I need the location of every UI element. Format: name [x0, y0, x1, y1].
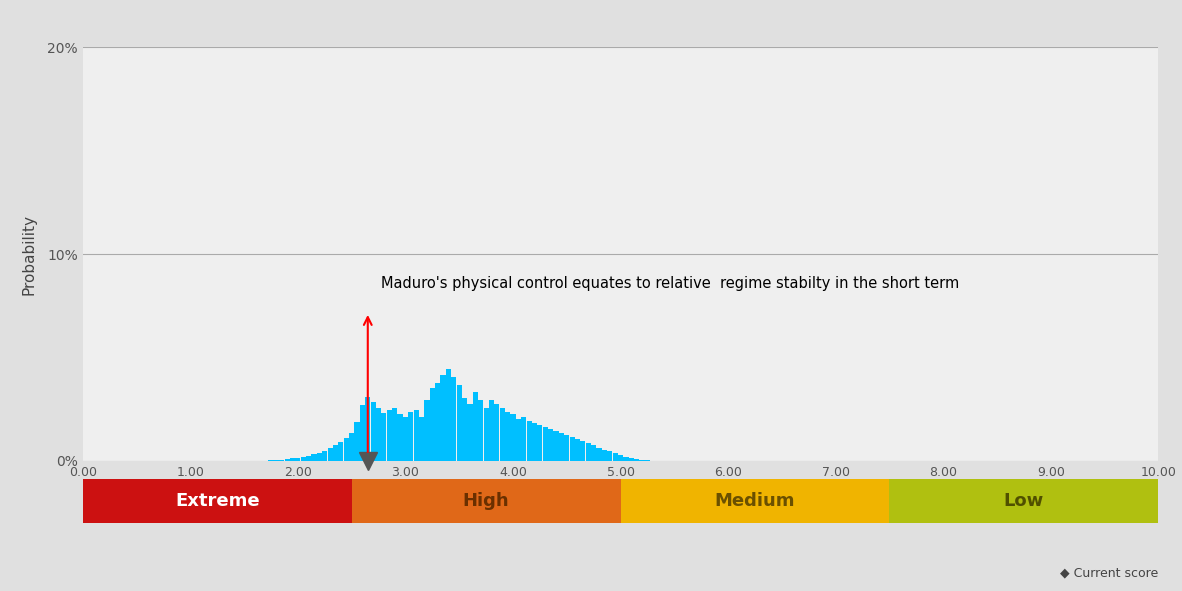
- Bar: [441, 375, 446, 461]
- Bar: [268, 460, 273, 461]
- Bar: [623, 457, 629, 461]
- Bar: [467, 404, 473, 461]
- Bar: [574, 439, 580, 461]
- Bar: [483, 408, 488, 461]
- Bar: [279, 460, 285, 461]
- Bar: [430, 388, 435, 461]
- Bar: [462, 398, 467, 461]
- Bar: [608, 452, 612, 461]
- Bar: [355, 422, 359, 461]
- X-axis label: Projected index score: Projected index score: [538, 490, 703, 505]
- Bar: [639, 460, 644, 461]
- Bar: [591, 446, 596, 461]
- Bar: [511, 414, 515, 461]
- Bar: [446, 369, 452, 461]
- Text: Medium: Medium: [715, 492, 795, 510]
- Bar: [418, 417, 424, 461]
- Text: High: High: [463, 492, 509, 510]
- Bar: [456, 385, 462, 461]
- Text: Low: Low: [1004, 492, 1044, 510]
- Bar: [403, 417, 408, 461]
- Bar: [452, 377, 456, 461]
- Text: Extreme: Extreme: [175, 492, 260, 510]
- Bar: [515, 418, 521, 461]
- Bar: [311, 454, 317, 461]
- Bar: [327, 448, 332, 461]
- Bar: [538, 425, 543, 461]
- Bar: [479, 400, 483, 461]
- Y-axis label: Probability: Probability: [21, 213, 35, 295]
- Bar: [553, 431, 559, 461]
- Bar: [333, 446, 338, 461]
- Bar: [397, 414, 403, 461]
- Bar: [338, 442, 344, 461]
- Bar: [344, 439, 349, 461]
- Bar: [505, 413, 511, 461]
- Bar: [371, 402, 376, 461]
- Bar: [435, 384, 440, 461]
- Bar: [526, 421, 532, 461]
- Bar: [317, 453, 322, 461]
- Bar: [489, 400, 494, 461]
- Bar: [532, 423, 537, 461]
- Bar: [629, 458, 634, 461]
- Bar: [306, 456, 311, 461]
- Bar: [300, 457, 306, 461]
- Bar: [543, 427, 547, 461]
- Bar: [349, 433, 355, 461]
- Bar: [414, 410, 418, 461]
- Bar: [392, 408, 397, 461]
- Bar: [618, 455, 623, 461]
- Bar: [570, 437, 574, 461]
- Bar: [323, 450, 327, 461]
- Bar: [580, 441, 585, 461]
- Bar: [634, 459, 639, 461]
- Bar: [376, 408, 381, 461]
- Text: ◆ Current score: ◆ Current score: [1060, 566, 1158, 579]
- Bar: [285, 459, 290, 461]
- Bar: [645, 460, 650, 461]
- Bar: [548, 429, 553, 461]
- Bar: [612, 453, 618, 461]
- Bar: [597, 447, 602, 461]
- Bar: [290, 459, 296, 461]
- Bar: [500, 408, 505, 461]
- Bar: [564, 435, 570, 461]
- Bar: [602, 450, 608, 461]
- Bar: [408, 413, 414, 461]
- Bar: [586, 443, 591, 461]
- Bar: [365, 397, 370, 461]
- Bar: [296, 458, 300, 461]
- Bar: [494, 404, 500, 461]
- Bar: [559, 433, 564, 461]
- Bar: [387, 410, 392, 461]
- Bar: [359, 405, 365, 461]
- Text: Maduro's physical control equates to relative  regime stabilty in the short term: Maduro's physical control equates to rel…: [381, 277, 959, 291]
- Bar: [424, 400, 429, 461]
- Bar: [382, 414, 387, 461]
- Bar: [473, 392, 478, 461]
- Bar: [521, 417, 526, 461]
- Bar: [274, 460, 279, 461]
